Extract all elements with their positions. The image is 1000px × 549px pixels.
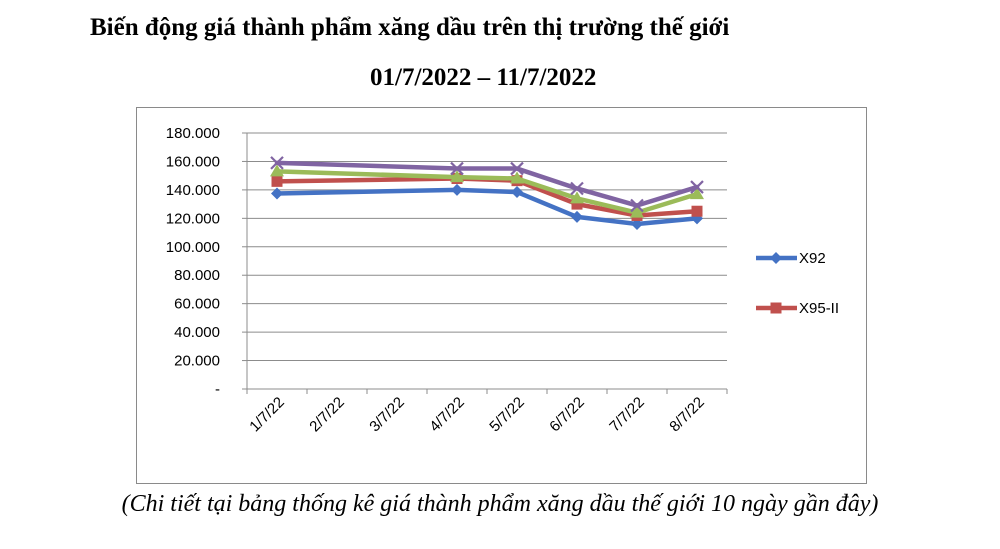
- x-tick-label: 3/7/22: [366, 394, 408, 436]
- x-tick-label: 1/7/22: [246, 394, 288, 436]
- data-point: [630, 205, 644, 218]
- y-tick-label: -: [215, 381, 220, 398]
- y-tick-label: 100.000: [166, 239, 220, 256]
- legend-marker: [770, 302, 782, 314]
- series-line: [274, 187, 700, 227]
- data-point: [631, 218, 643, 231]
- data-point: [691, 205, 703, 217]
- chart-title-line1: Biến động giá thành phẩm xăng dầu trên t…: [90, 14, 730, 41]
- series-line: [274, 160, 700, 208]
- data-point: [571, 198, 583, 210]
- data-point: [450, 170, 464, 183]
- data-point: [270, 164, 284, 177]
- data-point: [451, 183, 463, 196]
- legend-label: X95-II: [799, 300, 839, 317]
- legend-label: X92: [799, 250, 826, 267]
- data-point: [270, 156, 284, 170]
- data-point: [510, 161, 524, 176]
- x-tick-label: 6/7/22: [546, 394, 588, 436]
- series-line: [274, 169, 700, 215]
- y-tick-label: 20.000: [174, 353, 220, 370]
- x-tick-label: 2/7/22: [306, 394, 348, 436]
- data-point: [630, 198, 644, 213]
- x-tick-label: 4/7/22: [426, 394, 468, 436]
- data-point: [271, 175, 283, 187]
- y-tick-label: 60.000: [174, 296, 220, 313]
- data-point: [690, 187, 704, 200]
- y-tick-label: 80.000: [174, 267, 220, 284]
- chart-title-line2: 01/7/2022 – 11/7/2022: [370, 64, 597, 91]
- data-point: [571, 210, 583, 223]
- y-tick-label: 120.000: [166, 210, 220, 227]
- series-line: [274, 176, 700, 218]
- y-tick-label: 160.000: [166, 153, 220, 170]
- data-point: [570, 181, 584, 196]
- x-tick-label: 5/7/22: [486, 394, 528, 436]
- legend-marker: [770, 252, 782, 264]
- data-point: [511, 186, 523, 199]
- y-tick-label: 180.000: [166, 125, 220, 142]
- y-tick-label: 40.000: [174, 324, 220, 341]
- data-point: [570, 191, 584, 204]
- data-point: [510, 171, 524, 184]
- data-point: [690, 180, 704, 194]
- data-point: [450, 161, 464, 176]
- y-tick-label: 140.000: [166, 182, 220, 199]
- data-point: [271, 187, 283, 200]
- x-tick-label: 8/7/22: [666, 394, 708, 436]
- chart-caption: (Chi tiết tại bảng thống kê giá thành ph…: [121, 491, 879, 517]
- x-tick-label: 7/7/22: [606, 394, 648, 436]
